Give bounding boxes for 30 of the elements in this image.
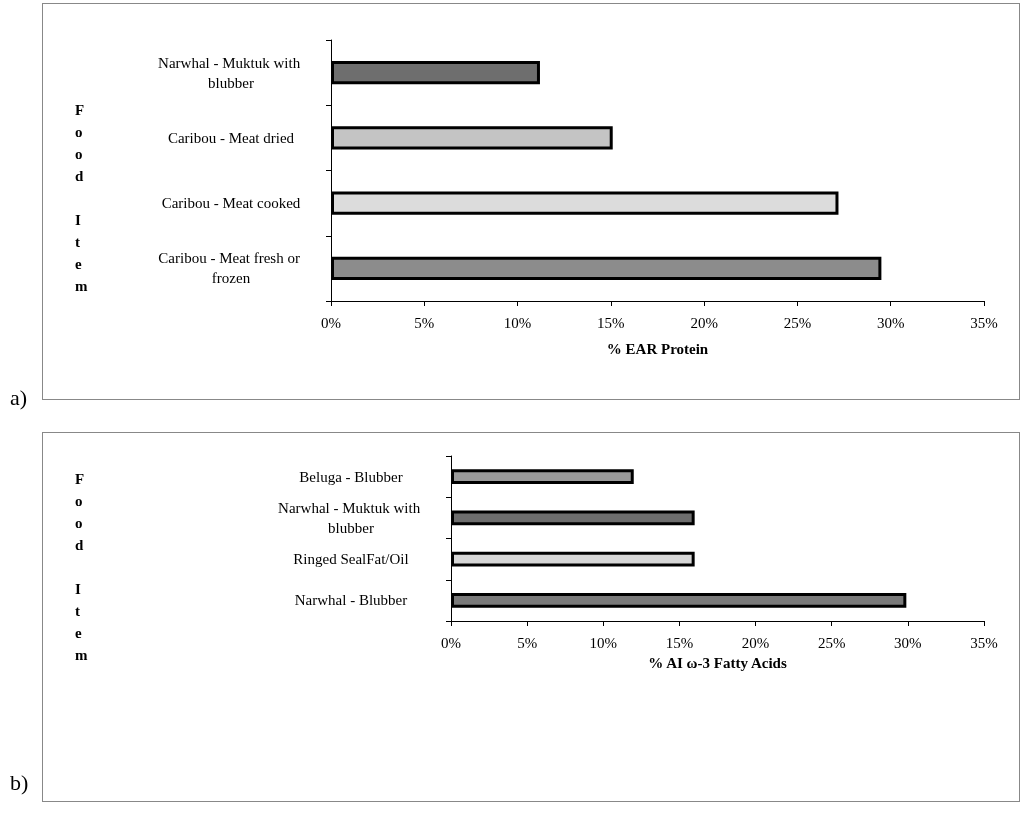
x-tick-label: 25%: [817, 634, 846, 651]
text: Food Item: [75, 102, 88, 294]
y-tick-label: Caribou - Meat cooked: [161, 195, 301, 212]
x-tick-label: 20%: [741, 634, 770, 651]
x-tick-label: 5%: [414, 314, 435, 331]
x-tick-label: 15%: [665, 634, 694, 651]
x-tick-label: 25%: [783, 314, 812, 331]
x-axis-title: % AI ω-3 Fatty Acids: [648, 654, 787, 671]
x-tick-label: 20%: [690, 314, 718, 331]
y-tick-label: Beluga - Blubber: [299, 468, 403, 485]
x-axis-title: % EAR Protein: [606, 340, 709, 357]
y-tick-label: Narwhal - Muktuk with blubber: [278, 499, 424, 536]
y-tick-label: Narwhal - Muktuk with blubber: [158, 54, 304, 91]
x-tick-label: 35%: [970, 634, 998, 651]
x-tick-label: 30%: [894, 634, 922, 651]
y-tick-label: Ringed SealFat/Oil: [293, 551, 409, 568]
x-tick-label: 15%: [597, 314, 625, 331]
text: a): [10, 385, 28, 411]
x-tick-label: 0%: [321, 314, 341, 331]
text: Food Item: [75, 471, 88, 663]
y-tick-label: Caribou - Meat dried: [167, 129, 295, 146]
x-tick-label: 5%: [517, 634, 538, 651]
text: b): [10, 770, 29, 796]
x-tick-label: 35%: [970, 314, 998, 331]
y-tick-label: Caribou - Meat fresh or frozen: [158, 250, 304, 287]
y-tick-label: Narwhal - Blubber: [294, 592, 408, 609]
x-tick-label: 0%: [441, 634, 461, 651]
x-tick-label: 30%: [876, 314, 905, 331]
x-tick-label: 10%: [503, 314, 532, 331]
x-tick-label: 10%: [589, 634, 618, 651]
